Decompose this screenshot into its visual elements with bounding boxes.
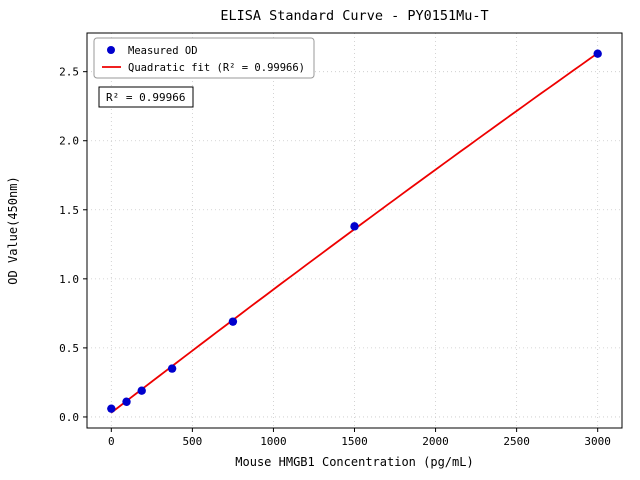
legend-marker-dot [107, 46, 115, 54]
annotation-box [98, 86, 194, 108]
y-tick-label: 1.5 [59, 204, 79, 217]
data-point [350, 222, 359, 231]
data-point [593, 49, 602, 58]
x-tick-label: 3000 [584, 435, 611, 448]
data-point [107, 404, 116, 413]
legend-label-quadratic-fit: Quadratic fit (R² = 0.99966) [128, 62, 305, 74]
x-axis-label: Mouse HMGB1 Concentration (pg/mL) [235, 455, 473, 469]
x-tick-label: 1000 [260, 435, 287, 448]
y-tick-label: 2.5 [59, 66, 79, 79]
x-tick-label: 1500 [341, 435, 368, 448]
data-point [167, 364, 177, 373]
legend-box [93, 37, 315, 79]
y-tick-label: 0.5 [59, 342, 79, 355]
x-tick-label: 0 [108, 435, 115, 448]
y-tick-label: 1.0 [59, 273, 79, 286]
data-point [228, 317, 238, 326]
legend-label-measured-od: Measured OD [128, 45, 198, 57]
y-tick-label: 2.0 [59, 135, 79, 148]
chart-title: ELISA Standard Curve - PY0151Mu-T [220, 8, 488, 24]
x-tick-label: 2500 [503, 435, 530, 448]
x-tick-label: 500 [182, 435, 202, 448]
annotation-r-squared-text: R² = 0.99966 [106, 91, 185, 104]
data-point [137, 386, 146, 395]
y-axis-label: OD Value(450nm) [6, 176, 20, 284]
data-point [122, 397, 131, 406]
y-tick-label: 0.0 [59, 411, 79, 424]
x-tick-label: 2000 [422, 435, 449, 448]
